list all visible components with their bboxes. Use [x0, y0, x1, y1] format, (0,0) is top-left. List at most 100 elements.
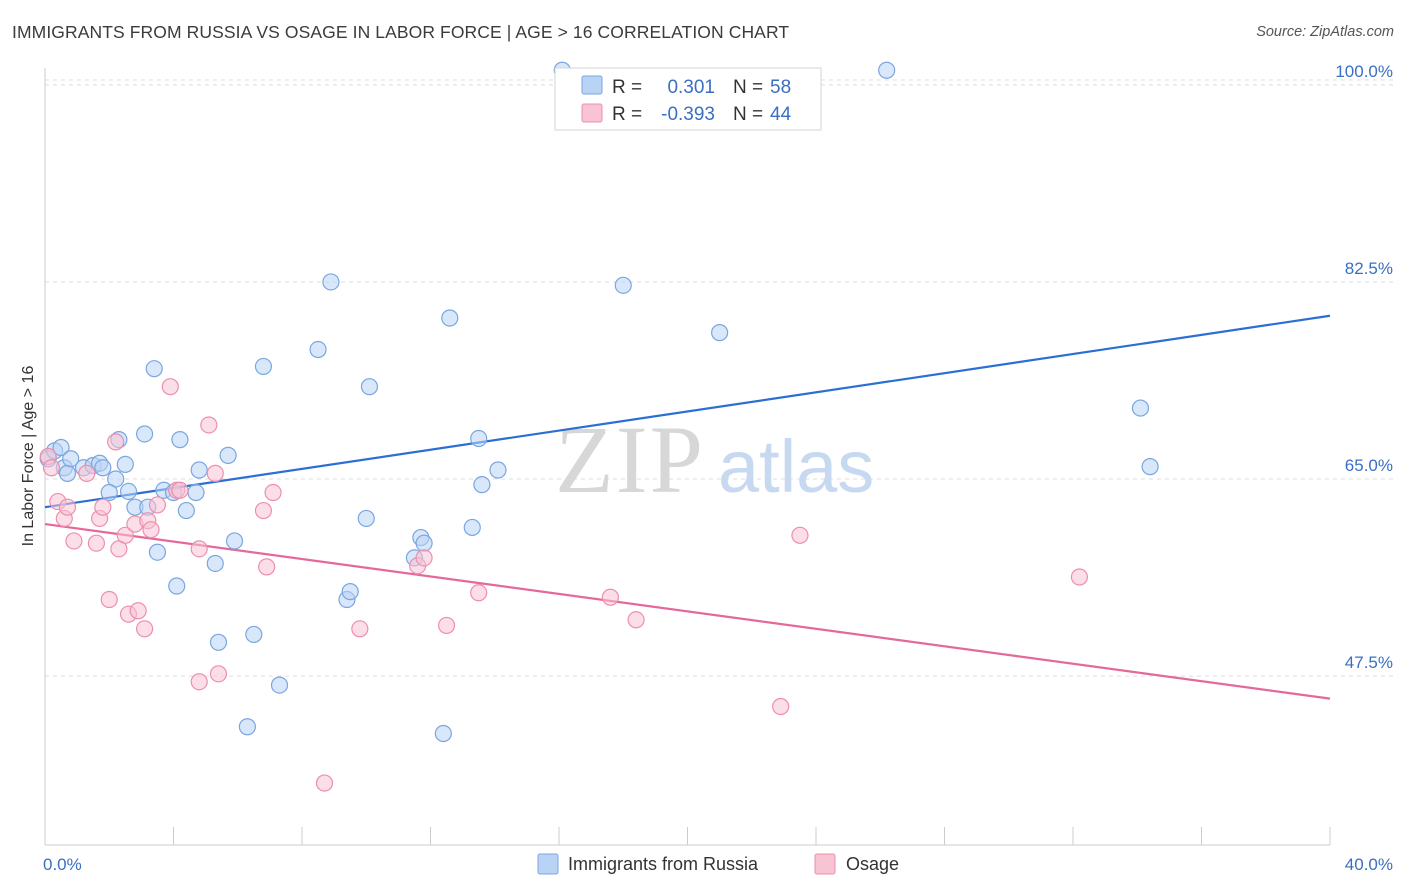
point-osage-26 — [200, 416, 218, 434]
point-osage-31 — [264, 483, 282, 502]
point-russia-11 — [100, 483, 118, 502]
point-russia-55 — [1141, 458, 1159, 476]
point-russia-48 — [473, 476, 491, 494]
point-osage-33 — [351, 620, 369, 638]
point-russia-53 — [878, 61, 896, 79]
legend-swatch-blue — [581, 75, 603, 95]
point-osage-27 — [206, 464, 224, 482]
point-russia-47 — [470, 429, 488, 448]
point-russia-22 — [168, 577, 186, 595]
point-osage-30 — [258, 558, 276, 576]
point-russia-35 — [309, 340, 327, 359]
legend-n-label-2: N = — [733, 104, 763, 125]
point-osage-29 — [254, 501, 273, 520]
point-russia-34 — [270, 676, 289, 694]
point-osage-32 — [315, 774, 334, 792]
y-tick-label-0: 47.5% — [1345, 653, 1393, 672]
x-ticks — [44, 827, 1331, 845]
point-osage-16 — [129, 602, 147, 620]
point-russia-25 — [187, 483, 205, 502]
point-russia-29 — [219, 446, 237, 464]
point-russia-4 — [58, 464, 77, 482]
point-osage-10 — [100, 590, 118, 609]
point-osage-21 — [161, 378, 179, 396]
source-label: Source: ZipAtlas.com — [1256, 24, 1394, 40]
point-osage-20 — [148, 496, 167, 514]
point-osage-25 — [190, 673, 208, 691]
point-russia-31 — [238, 718, 256, 736]
legend-n-value-1: 58 — [770, 77, 791, 98]
point-russia-26 — [190, 461, 208, 479]
legend-n-label-1: N = — [733, 77, 763, 98]
point-russia-46 — [463, 518, 481, 537]
legend-swatch-pink — [581, 103, 603, 123]
y-tick-label-3: 100.0% — [1335, 62, 1393, 81]
point-osage-42 — [1070, 568, 1089, 586]
point-osage-40 — [772, 697, 790, 716]
y-tick-labels: 47.5% 65.0% 82.5% 100.0% — [1335, 62, 1393, 672]
point-osage-23 — [171, 481, 189, 499]
x-tick-label-0: 0.0% — [43, 855, 82, 874]
point-russia-49 — [489, 461, 507, 479]
point-russia-51 — [614, 276, 632, 294]
point-osage-39 — [627, 611, 645, 629]
point-osage-9 — [94, 498, 112, 516]
point-osage-5 — [65, 532, 83, 550]
point-russia-18 — [145, 360, 163, 378]
point-osage-36 — [437, 616, 456, 635]
point-russia-36 — [322, 273, 340, 291]
bottom-legend-swatch-pink — [814, 853, 836, 875]
point-osage-13 — [116, 526, 134, 544]
point-russia-38 — [341, 583, 359, 601]
gridlines — [45, 79, 1395, 677]
point-russia-5 — [62, 450, 80, 468]
y-axis-title: In Labor Force | Age > 16 — [20, 366, 37, 547]
bottom-legend-label-blue: Immigrants from Russia — [568, 854, 759, 874]
point-russia-39 — [357, 509, 375, 528]
legend: R = 0.301 N = 58 R = -0.393 N = 44 — [554, 67, 822, 131]
point-osage-19 — [142, 521, 160, 539]
legend-n-value-2: 44 — [770, 104, 792, 125]
x-tick-labels: 0.0% 40.0% — [43, 855, 1393, 874]
legend-r-label-1: R = — [612, 77, 642, 98]
point-russia-24 — [177, 501, 195, 520]
point-osage-28 — [209, 665, 228, 683]
point-russia-27 — [206, 554, 224, 573]
point-russia-54 — [1131, 399, 1150, 417]
watermark: ZIP atlas — [555, 406, 874, 513]
legend-r-value-1: 0.301 — [667, 77, 715, 98]
point-russia-44 — [434, 724, 452, 743]
legend-r-label-2: R = — [612, 104, 642, 125]
point-osage-7 — [87, 534, 106, 552]
point-russia-28 — [209, 633, 228, 651]
point-russia-23 — [171, 431, 189, 449]
point-russia-52 — [711, 324, 729, 342]
point-russia-9 — [94, 459, 112, 477]
bottom-legend: Immigrants from Russia Osage — [537, 853, 899, 875]
bottom-legend-label-pink: Osage — [846, 854, 899, 874]
x-tick-label-1: 40.0% — [1345, 855, 1393, 874]
point-russia-45 — [441, 309, 459, 327]
trend-line-osage — [44, 522, 1331, 700]
point-russia-13 — [116, 455, 134, 473]
legend-r-value-2: -0.393 — [661, 104, 715, 125]
point-russia-33 — [254, 357, 273, 376]
point-osage-1 — [42, 459, 61, 477]
watermark-zip: ZIP — [555, 406, 705, 513]
point-russia-2 — [52, 438, 70, 457]
y-tick-label-2: 82.5% — [1345, 259, 1393, 278]
point-russia-16 — [135, 425, 154, 443]
data-points — [39, 61, 1159, 792]
point-osage-4 — [58, 498, 77, 516]
point-osage-17 — [135, 620, 154, 638]
trend-line-russia — [44, 314, 1331, 509]
point-russia-30 — [225, 532, 244, 550]
point-osage-37 — [470, 584, 488, 602]
point-osage-11 — [107, 433, 125, 451]
watermark-atlas: atlas — [718, 425, 874, 508]
trend-lines — [44, 314, 1331, 700]
point-osage-35 — [415, 549, 433, 567]
point-osage-41 — [791, 526, 809, 544]
point-russia-43 — [415, 534, 433, 552]
